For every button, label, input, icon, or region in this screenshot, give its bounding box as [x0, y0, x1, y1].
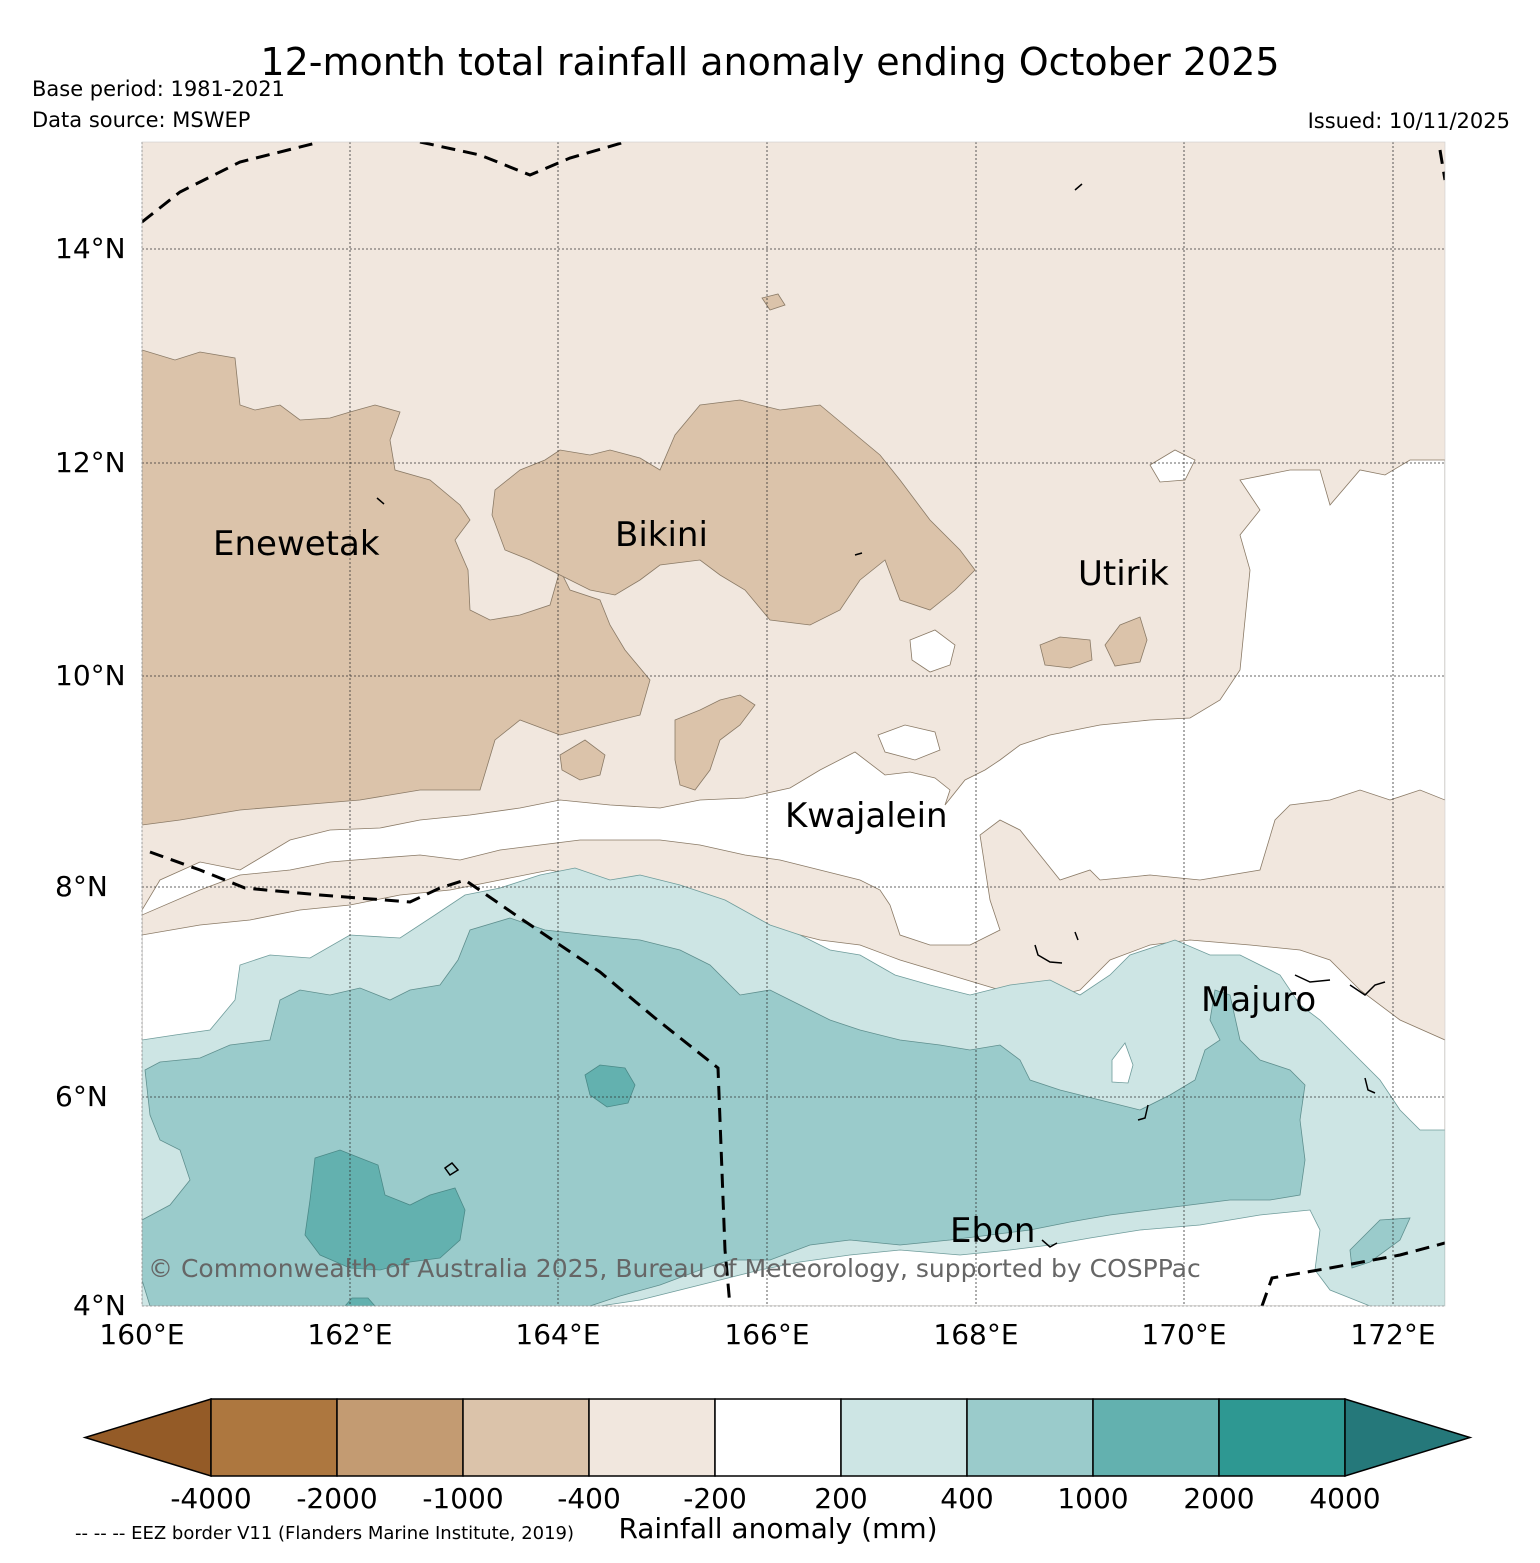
place-label: Utirik — [1078, 554, 1169, 594]
lat-label: 8°N — [55, 870, 108, 903]
anomaly-band-plus1000 — [584, 1064, 636, 1108]
colorbar-tick-label: -4000 — [170, 1482, 252, 1515]
anomaly-band-plus1000 — [344, 1297, 376, 1306]
place-label: Enewetak — [213, 524, 380, 564]
anomaly-band-plus1000 — [304, 1149, 466, 1271]
colorbar-segment — [336, 1398, 464, 1477]
place-label: Majuro — [1201, 980, 1317, 1020]
map-frame — [141, 141, 1446, 1307]
colorbar-extend-high — [1344, 1397, 1473, 1478]
lon-label: 172°E — [1350, 1318, 1436, 1351]
lat-label: 4°N — [73, 1289, 126, 1322]
lon-label: 168°E — [933, 1318, 1019, 1351]
anomaly-band-minus400 — [1104, 616, 1148, 667]
anomaly-band-neutral — [877, 724, 941, 761]
lon-label: 170°E — [1141, 1318, 1227, 1351]
data-source: Data source: MSWEP — [32, 108, 251, 132]
eez-border — [142, 142, 1445, 1306]
colorbar-tick-label: 1000 — [1057, 1482, 1129, 1515]
colorbar-segment — [1092, 1398, 1220, 1477]
colorbar — [82, 1397, 1473, 1478]
lat-label: 14°N — [55, 232, 126, 265]
colorbar-segment — [210, 1398, 338, 1477]
lat-label: 12°N — [55, 446, 126, 479]
lon-label: 166°E — [724, 1318, 810, 1351]
lat-label: 6°N — [55, 1080, 108, 1113]
anomaly-band-neutral — [1111, 1042, 1134, 1084]
colorbar-segment — [714, 1398, 842, 1477]
place-label: Bikini — [615, 515, 708, 555]
chart-title: 12-month total rainfall anomaly ending O… — [260, 40, 1280, 84]
anomaly-band-neutral — [909, 629, 956, 673]
eez-note: -- -- -- EEZ border V11 (Flanders Marine… — [75, 1523, 575, 1544]
place-label: Kwajalein — [785, 796, 948, 836]
colorbar-segment — [1218, 1398, 1346, 1477]
base-period: Base period: 1981-2021 — [32, 77, 285, 101]
coastlines — [376, 183, 1386, 1248]
colorbar-tick-label: -2000 — [296, 1482, 378, 1515]
anomaly-band-plus400 — [1349, 1217, 1411, 1269]
colorbar-tick-label: 2000 — [1183, 1482, 1255, 1515]
colorbar-label: Rainfall anomaly (mm) — [618, 1512, 938, 1545]
lon-label: 160°E — [99, 1318, 185, 1351]
anomaly-band-minus400 — [491, 399, 976, 626]
copyright-notice: © Commonwealth of Australia 2025, Bureau… — [148, 1254, 1201, 1283]
colorbar-tick-label: -400 — [557, 1482, 621, 1515]
colorbar-tick-label: -1000 — [422, 1482, 504, 1515]
colorbar-segment — [462, 1398, 590, 1477]
place-label: Ebon — [950, 1211, 1036, 1251]
colorbar-tick-label: 200 — [814, 1482, 868, 1515]
lon-label: 162°E — [307, 1318, 393, 1351]
colorbar-extend-low — [82, 1397, 212, 1478]
anomaly-band-minus400 — [674, 694, 756, 791]
colorbar-segment — [840, 1398, 968, 1477]
colorbar-tick-label: 4000 — [1309, 1482, 1381, 1515]
colorbar-tick-label: 400 — [940, 1482, 994, 1515]
anomaly-band-minus400 — [142, 349, 651, 826]
anomaly-band-neutral — [142, 459, 1445, 946]
colorbar-tick-label: -200 — [683, 1482, 747, 1515]
anomaly-band-minus400 — [559, 739, 606, 781]
issued-date: Issued: 10/11/2025 — [1307, 109, 1510, 133]
colorbar-segment — [588, 1398, 716, 1477]
colorbar-segment — [966, 1398, 1094, 1477]
lat-label: 10°N — [55, 659, 126, 692]
lon-label: 164°E — [515, 1318, 601, 1351]
anomaly-band-minus400 — [1039, 636, 1093, 669]
